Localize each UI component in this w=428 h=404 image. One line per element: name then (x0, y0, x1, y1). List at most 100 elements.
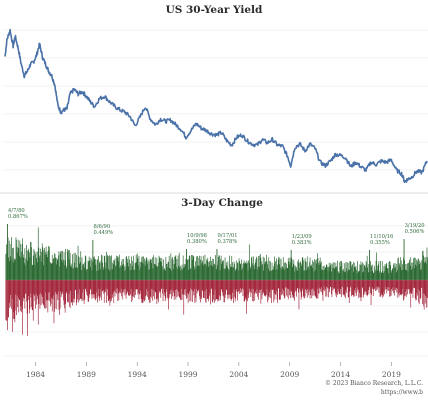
positive-change-bar (197, 256, 198, 280)
negative-change-bar (156, 280, 157, 299)
positive-change-bar (304, 271, 305, 280)
annotation-value: 0.380% (187, 239, 207, 245)
negative-change-bar (144, 280, 145, 301)
positive-change-bar (382, 271, 383, 280)
positive-change-bar (174, 257, 175, 280)
negative-change-bar (137, 280, 138, 289)
negative-change-bar (268, 280, 269, 301)
positive-change-bar (199, 256, 200, 280)
positive-change-bar (174, 264, 175, 280)
negative-change-bar (133, 280, 134, 297)
positive-change-bar (277, 270, 278, 280)
negative-change-bar (110, 280, 111, 306)
negative-change-bar (127, 280, 128, 293)
positive-change-bar (22, 244, 23, 280)
negative-change-bar (228, 280, 229, 295)
positive-change-bar (314, 259, 315, 280)
negative-change-bar (343, 280, 344, 295)
positive-change-bar (221, 256, 222, 280)
negative-change-bar (9, 280, 10, 308)
positive-change-bar (84, 262, 85, 280)
positive-change-bar (26, 259, 27, 281)
positive-change-bar (310, 266, 311, 280)
negative-change-bar (342, 280, 343, 286)
negative-change-bar (409, 280, 410, 289)
negative-change-bar (269, 280, 270, 297)
negative-change-bar (33, 280, 34, 321)
negative-change-bar (396, 280, 397, 293)
positive-change-bar (425, 262, 426, 280)
negative-change-bar (42, 280, 43, 297)
positive-change-bar (360, 265, 361, 281)
negative-change-bar (27, 280, 28, 336)
negative-change-bar (87, 280, 88, 295)
positive-change-bar (342, 263, 343, 280)
positive-change-bar (371, 265, 372, 280)
positive-change-bar (389, 263, 390, 281)
positive-change-bar (226, 266, 227, 281)
positive-change-bar (198, 266, 199, 281)
negative-change-bar (196, 280, 197, 289)
negative-change-bar (69, 280, 70, 294)
positive-change-bar (93, 257, 94, 280)
negative-change-bar (334, 280, 335, 288)
negative-change-bar (216, 280, 217, 299)
negative-change-bar (220, 280, 221, 296)
positive-change-bar (138, 258, 139, 280)
positive-change-bar (159, 256, 160, 280)
positive-change-bar (6, 254, 7, 280)
negative-change-bar (405, 280, 406, 296)
positive-change-bar (380, 261, 381, 280)
negative-change-bar (120, 280, 121, 291)
positive-change-bar (25, 248, 26, 280)
negative-change-bar (391, 280, 392, 289)
positive-change-bar (325, 267, 326, 280)
negative-change-bar (301, 280, 302, 300)
positive-change-bar (357, 273, 358, 280)
positive-change-bar (145, 261, 146, 280)
positive-change-bar (134, 270, 135, 280)
positive-change-bar (242, 270, 243, 280)
negative-change-bar (199, 280, 200, 296)
annotated-spike-bar (404, 239, 405, 280)
negative-change-bar (64, 280, 65, 308)
positive-change-bar (235, 269, 236, 280)
negative-change-bar (74, 280, 75, 299)
negative-change-bar (251, 280, 252, 293)
negative-change-bar (41, 280, 42, 305)
positive-change-bar (356, 266, 357, 280)
negative-change-bar (347, 280, 348, 287)
positive-change-bar (364, 265, 365, 280)
negative-change-bar (210, 280, 211, 304)
negative-change-bar (336, 280, 337, 297)
annotation-value: 0.506% (405, 229, 425, 235)
positive-change-bar (177, 269, 178, 280)
positive-change-bar (192, 255, 193, 280)
positive-change-bar (207, 258, 208, 280)
negative-change-bar (398, 280, 399, 294)
positive-change-bar (253, 266, 254, 280)
negative-change-bar (212, 280, 213, 303)
negative-change-bar (299, 280, 300, 288)
annotated-spike-bar (217, 249, 218, 280)
negative-change-bar (104, 280, 105, 303)
positive-change-bar (324, 266, 325, 280)
negative-change-bar (395, 280, 396, 290)
negative-change-bar (369, 280, 370, 287)
positive-change-bar (240, 263, 241, 280)
positive-change-bar (222, 262, 223, 280)
positive-change-bar (49, 247, 50, 280)
negative-change-bar (38, 280, 39, 325)
negative-change-bar (310, 280, 311, 299)
positive-change-bar (164, 268, 165, 280)
negative-change-bar (102, 280, 103, 292)
negative-change-bar (245, 280, 246, 298)
negative-change-bar (192, 280, 193, 302)
positive-change-bar (420, 270, 421, 280)
positive-change-bar (59, 251, 60, 280)
negative-change-bar (391, 280, 392, 296)
negative-change-bar (180, 280, 181, 300)
negative-change-bar (395, 280, 396, 288)
positive-change-bar (200, 260, 201, 280)
positive-change-bar (272, 263, 273, 280)
